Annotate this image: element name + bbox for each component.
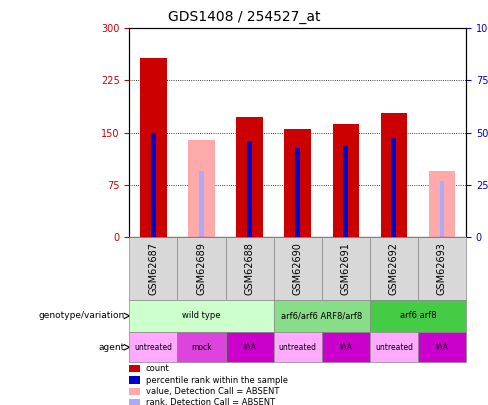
Text: arf6/arf6 ARF8/arf8: arf6/arf6 ARF8/arf8 [281, 311, 363, 320]
Text: IAA: IAA [339, 343, 352, 352]
Text: GDS1408 / 254527_at: GDS1408 / 254527_at [168, 10, 320, 24]
Text: wild type: wild type [182, 311, 221, 320]
Text: value, Detection Call = ABSENT: value, Detection Call = ABSENT [146, 387, 279, 396]
Text: IAA: IAA [435, 343, 448, 352]
Text: genotype/variation: genotype/variation [38, 311, 124, 320]
Text: GSM62689: GSM62689 [197, 242, 206, 295]
Text: GSM62693: GSM62693 [437, 242, 447, 295]
Bar [295, 148, 300, 237]
Bar [440, 181, 445, 237]
Bar [188, 140, 215, 237]
Bar [429, 171, 455, 237]
Bar [381, 113, 407, 237]
Bar [236, 117, 263, 237]
Text: rank, Detection Call = ABSENT: rank, Detection Call = ABSENT [146, 398, 275, 405]
Text: GSM62691: GSM62691 [341, 242, 351, 295]
Text: GSM62692: GSM62692 [389, 242, 399, 295]
Text: untreated: untreated [375, 343, 413, 352]
Text: GSM62688: GSM62688 [244, 242, 255, 295]
Text: IAA: IAA [243, 343, 256, 352]
Bar [285, 129, 311, 237]
Bar [140, 58, 166, 237]
Bar [199, 171, 204, 237]
Text: count: count [146, 364, 170, 373]
Bar [247, 141, 252, 237]
Bar [391, 138, 396, 237]
Bar [151, 132, 156, 237]
Bar [332, 124, 359, 237]
Text: mock: mock [191, 343, 212, 352]
Bar [344, 145, 348, 237]
Text: agent: agent [98, 343, 124, 352]
Text: untreated: untreated [134, 343, 172, 352]
Text: percentile rank within the sample: percentile rank within the sample [146, 375, 288, 385]
Text: GSM62690: GSM62690 [293, 242, 303, 295]
Text: arf6 arf8: arf6 arf8 [400, 311, 436, 320]
Text: GSM62687: GSM62687 [148, 242, 159, 295]
Text: untreated: untreated [279, 343, 317, 352]
